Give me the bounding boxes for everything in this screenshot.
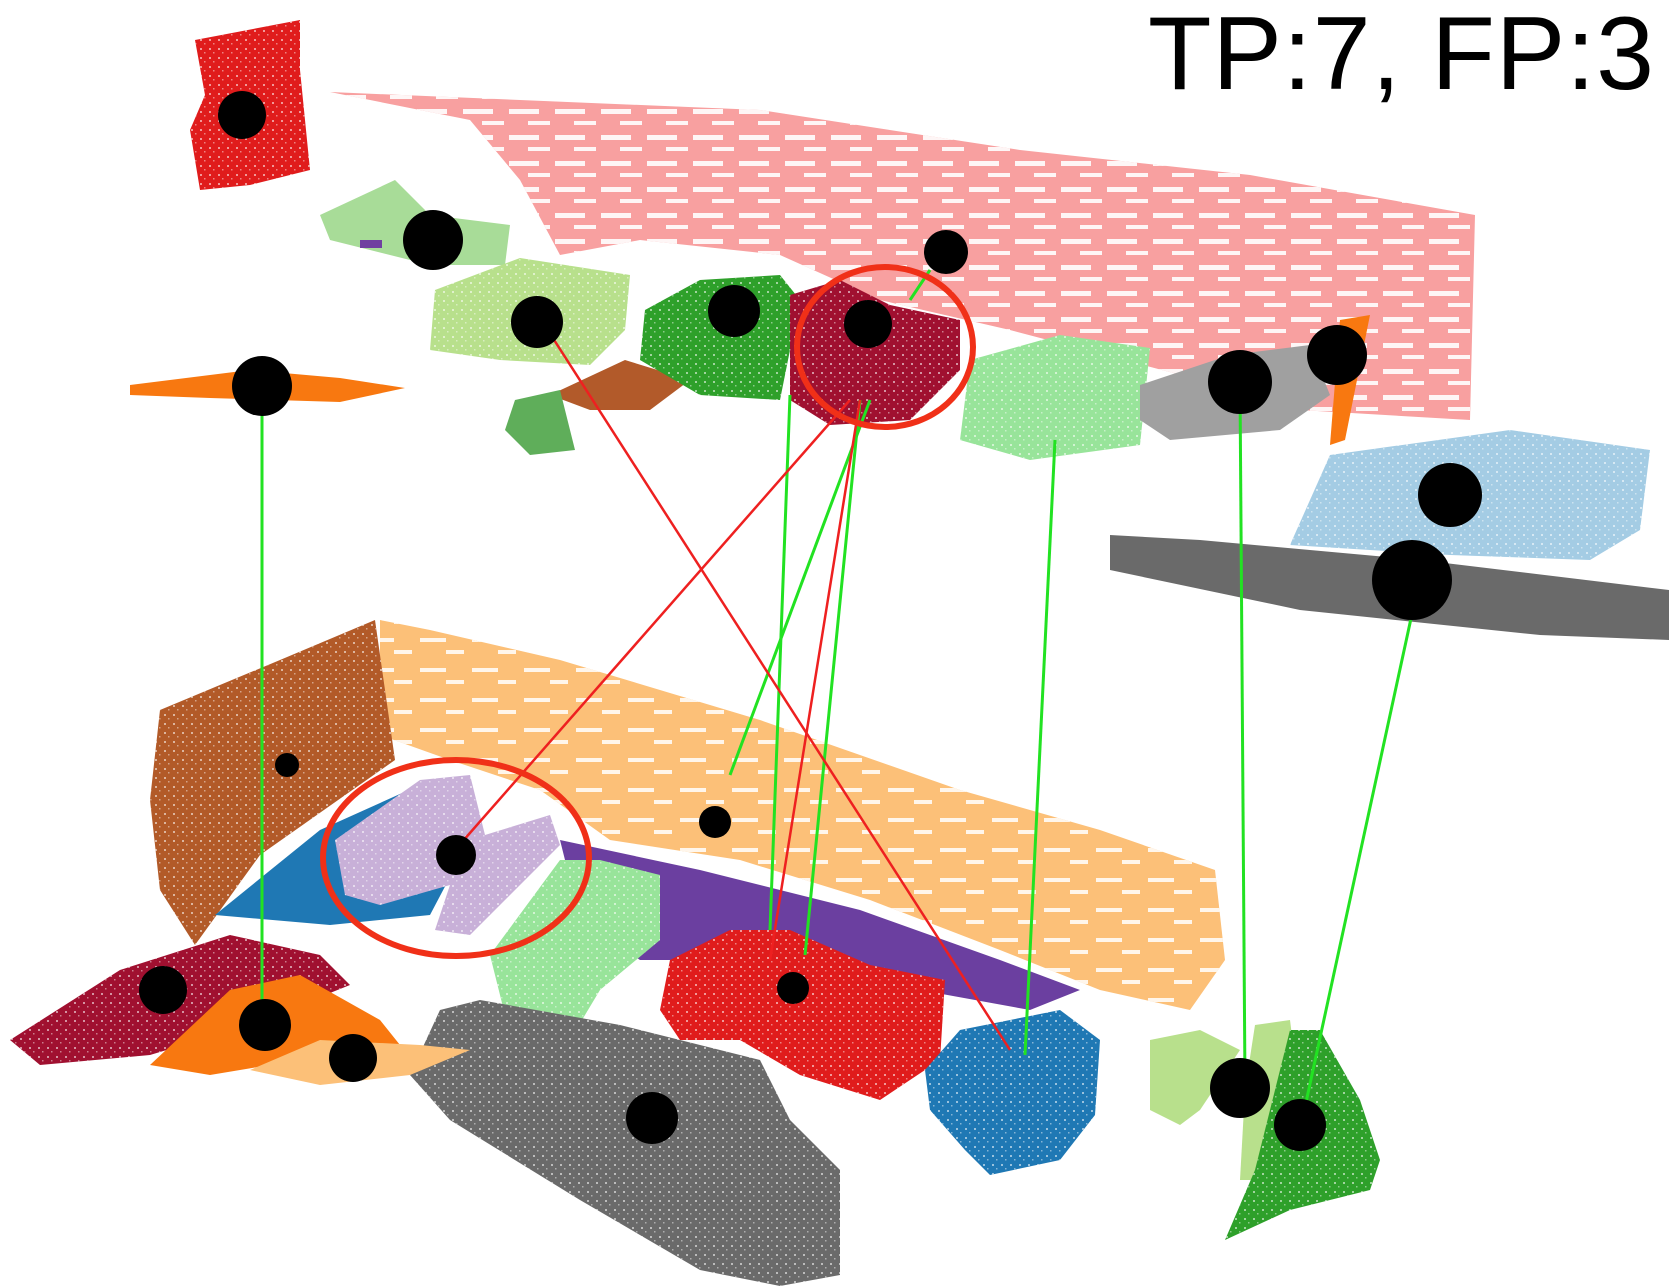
upper-brown-object — [550, 360, 690, 410]
node — [139, 966, 187, 1014]
true-positive-lines — [260, 269, 1417, 1131]
graph-nodes — [139, 91, 1482, 1151]
lower-brown-wall — [150, 620, 395, 945]
highlight-ellipse-lower — [320, 757, 592, 959]
node — [777, 972, 809, 1004]
tp-line — [1298, 599, 1417, 1131]
node — [924, 230, 968, 274]
node — [1418, 463, 1482, 527]
node — [699, 806, 731, 838]
lower-gray-floor — [410, 1000, 840, 1286]
node — [329, 1034, 377, 1082]
lower-red-sofa — [660, 930, 945, 1100]
fp-line — [768, 399, 862, 961]
lower-lightgreen-sliver — [1150, 1030, 1240, 1125]
upper-green-bits — [505, 390, 575, 455]
highlight-ellipse-upper — [794, 264, 976, 430]
node — [844, 300, 892, 348]
upper-green-chair — [640, 275, 800, 400]
highlight-ellipses — [320, 264, 976, 959]
node — [218, 91, 266, 139]
tp-line — [768, 394, 792, 931]
tp-line — [1238, 384, 1247, 1086]
node — [1210, 1058, 1270, 1118]
node — [239, 999, 291, 1051]
node — [232, 356, 292, 416]
upper-pink-wall — [330, 92, 1475, 420]
lower-purple-rug — [560, 840, 1080, 1010]
node — [511, 296, 563, 348]
node — [1307, 325, 1367, 385]
lower-peach-wall — [380, 620, 1225, 1010]
node — [436, 835, 476, 875]
node — [1274, 1099, 1326, 1151]
node — [1372, 540, 1452, 620]
node — [275, 753, 299, 777]
node — [1208, 350, 1272, 414]
lower-mint-object — [490, 860, 660, 1040]
node — [403, 210, 463, 270]
lower-blue-table — [925, 1010, 1100, 1175]
tp-line — [1023, 439, 1057, 1056]
fp-line — [538, 317, 1012, 1051]
tp-line — [803, 399, 862, 956]
node — [708, 285, 760, 337]
node — [626, 1092, 678, 1144]
upper-mint-box — [960, 335, 1150, 460]
upper-crimson-sofa — [790, 280, 960, 425]
tp-fp-caption: TP:7, FP:3 — [1147, 0, 1655, 112]
tp-line — [728, 399, 872, 776]
lower-lime-pillar — [1240, 1020, 1295, 1180]
upper-purple-bits — [360, 240, 382, 248]
